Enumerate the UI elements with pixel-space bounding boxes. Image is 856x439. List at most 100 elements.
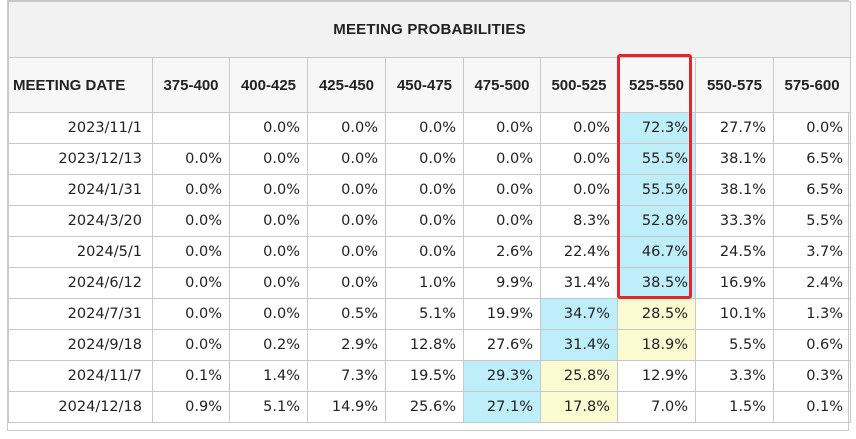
probability-cell: 0.0% <box>307 112 386 144</box>
probability-cell: 5.1% <box>229 391 308 423</box>
probability-cell: 34.7% <box>540 298 618 330</box>
probability-cell: 7.0% <box>617 391 696 423</box>
probability-cell: 0.0% <box>540 143 618 175</box>
column-header-525-550: 525-550 <box>617 57 696 113</box>
table-row: 2024/1/31 0.0% 0.0% 0.0% 0.0% 0.0% 0.0% 55.5% 38… <box>8 174 852 206</box>
probability-cell: 28.5% <box>617 298 696 330</box>
probability-cell: 0.0% <box>152 236 230 268</box>
probability-cell: 0.0% <box>152 143 230 175</box>
probability-cell: 38.1% <box>695 174 774 206</box>
column-header-575-600: 575-600 <box>772 57 852 113</box>
meeting-date-cell: 2024/3/20 <box>8 205 153 237</box>
probability-cell: 0.0% <box>540 174 618 206</box>
meeting-date-cell: 2023/11/1 <box>8 112 153 144</box>
probability-cell: 0.0% <box>152 267 230 299</box>
probability-cell: 0.0% <box>229 143 308 175</box>
probability-cell: 1.5% <box>695 391 774 423</box>
meeting-date-cell: 2024/11/7 <box>8 360 153 392</box>
table-row: 2023/11/1 0.0% 0.0% 0.0% 0.0% 0.0% 72.3% 27.7% 0… <box>8 112 852 144</box>
probability-cell: 5.1% <box>385 298 464 330</box>
probability-cell: 0.0% <box>229 298 308 330</box>
probability-cell: 25.6% <box>385 391 464 423</box>
table-row: 2024/11/7 0.1% 1.4% 7.3% 19.5% 29.3% 25.8% 12.9… <box>8 360 852 392</box>
probability-cell: 19.5% <box>385 360 464 392</box>
probability-cell: 0.6% <box>772 329 852 361</box>
meeting-date-cell: 2024/6/12 <box>8 267 153 299</box>
probability-cell: 0.0% <box>463 143 541 175</box>
probability-cell: 10.1% <box>695 298 774 330</box>
probability-cell: 55.5% <box>617 174 696 206</box>
probability-cell: 0.0% <box>307 143 386 175</box>
table-row: 2024/3/20 0.0% 0.0% 0.0% 0.0% 0.0% 8.3% 52.8% 33… <box>8 205 852 237</box>
probability-cell: 2.6% <box>463 236 541 268</box>
column-header-550-575: 550-575 <box>695 57 774 113</box>
probability-cell: 16.9% <box>695 267 774 299</box>
probability-cell: 12.9% <box>617 360 696 392</box>
probability-cell: 1.4% <box>229 360 308 392</box>
probability-cell: 38.1% <box>695 143 774 175</box>
table-row: 2023/12/13 0.0% 0.0% 0.0% 0.0% 0.0% 0.0% 55.5% 3… <box>8 143 852 175</box>
probability-cell: 0.0% <box>385 174 464 206</box>
probability-cell: 1.0% <box>385 267 464 299</box>
probability-cell: 0.0% <box>229 267 308 299</box>
probability-cell: 8.3% <box>540 205 618 237</box>
probability-cell: 0.0% <box>540 112 618 144</box>
probability-cell: 0.0% <box>307 205 386 237</box>
meeting-probabilities-table-panel: MEETING PROBABILITIES MEETING DATE 375-40… <box>7 0 852 431</box>
probability-cell: 55.5% <box>617 143 696 175</box>
probability-cell: 0.0% <box>385 205 464 237</box>
probability-cell: 0.0% <box>229 112 308 144</box>
probability-cell: 0.1% <box>152 360 230 392</box>
probability-cell: 0.0% <box>229 236 308 268</box>
column-header-row: MEETING DATE 375-400 400-425 425-450 450-475… <box>8 57 852 113</box>
probability-cell: 0.0% <box>307 236 386 268</box>
probability-cell: 27.6% <box>463 329 541 361</box>
probability-cell: 0.0% <box>229 205 308 237</box>
column-header-425-450: 425-450 <box>307 57 386 113</box>
meeting-date-cell: 2024/7/31 <box>8 298 153 330</box>
table-row: 2024/12/18 0.9% 5.1% 14.9% 25.6% 27.1% 17.8% 7.… <box>8 391 852 423</box>
probability-cell: 0.1% <box>772 391 852 423</box>
probability-cell: 3.7% <box>772 236 852 268</box>
probability-cell: 38.5% <box>617 267 696 299</box>
probability-cell: 3.3% <box>695 360 774 392</box>
probability-cell: 0.3% <box>772 360 852 392</box>
probability-cell: 18.9% <box>617 329 696 361</box>
probability-cell: 52.8% <box>617 205 696 237</box>
table-title: MEETING PROBABILITIES <box>7 1 852 58</box>
column-header-375-400: 375-400 <box>152 57 230 113</box>
probability-cell: 72.3% <box>617 112 696 144</box>
probability-cell: 14.9% <box>307 391 386 423</box>
probability-cell: 0.0% <box>385 236 464 268</box>
probability-cell <box>152 112 230 144</box>
table-row: 2024/6/12 0.0% 0.0% 0.0% 1.0% 9.9% 31.4% 38.5% 1… <box>8 267 852 299</box>
meeting-probabilities-table: MEETING PROBABILITIES MEETING DATE 375-40… <box>7 1 852 423</box>
probability-cell: 7.3% <box>307 360 386 392</box>
probability-cell: 0.0% <box>463 112 541 144</box>
probability-cell: 0.0% <box>463 174 541 206</box>
probability-cell: 17.8% <box>540 391 618 423</box>
table-row: 2024/5/1 0.0% 0.0% 0.0% 0.0% 2.6% 22.4% 46.7% 24… <box>8 236 852 268</box>
probability-cell: 22.4% <box>540 236 618 268</box>
column-header-450-475: 450-475 <box>385 57 464 113</box>
probability-cell: 27.7% <box>695 112 774 144</box>
probability-cell: 1.3% <box>772 298 852 330</box>
probability-cell: 46.7% <box>617 236 696 268</box>
probability-cell: 0.0% <box>307 267 386 299</box>
meeting-date-cell: 2023/12/13 <box>8 143 153 175</box>
probability-cell: 0.0% <box>463 205 541 237</box>
probability-cell: 0.0% <box>385 112 464 144</box>
probability-cell: 0.0% <box>772 112 852 144</box>
probability-cell: 0.0% <box>152 298 230 330</box>
meeting-date-cell: 2024/9/18 <box>8 329 153 361</box>
probability-cell: 0.9% <box>152 391 230 423</box>
probability-cell: 0.0% <box>152 205 230 237</box>
probability-cell: 2.9% <box>307 329 386 361</box>
column-header-meeting-date: MEETING DATE <box>8 57 153 113</box>
probability-cell: 12.8% <box>385 329 464 361</box>
probability-cell: 0.5% <box>307 298 386 330</box>
column-header-400-425: 400-425 <box>229 57 308 113</box>
probability-cell: 0.0% <box>152 329 230 361</box>
probability-cell: 31.4% <box>540 329 618 361</box>
probability-cell: 31.4% <box>540 267 618 299</box>
